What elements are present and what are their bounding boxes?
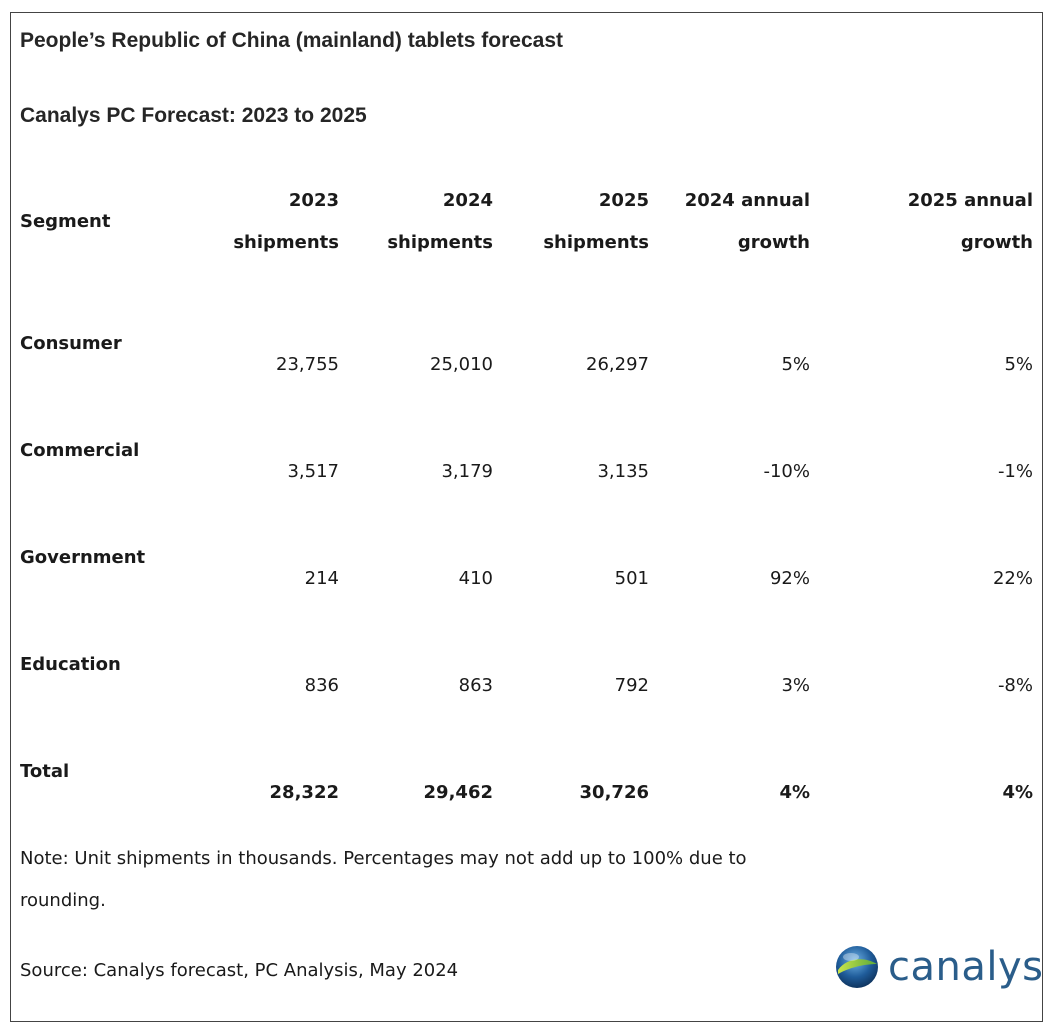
table-frame [10,12,1043,1022]
header-2025-growth: 2025 annual growth [908,180,1033,264]
cell-commercial-2024: 3,179 [441,461,493,482]
cell-consumer-growth-2025: 5% [1004,354,1033,375]
page-subtitle: Canalys PC Forecast: 2023 to 2025 [20,104,367,127]
header-2024-growth-line2: growth [737,232,810,253]
row-label-consumer: Consumer [20,333,122,354]
source-line: Source: Canalys forecast, PC Analysis, M… [20,960,459,981]
cell-consumer-2025: 26,297 [586,354,649,375]
header-2024-shipments: 2024 shipments [387,180,493,264]
header-2024-line1: 2024 [442,190,493,211]
canalys-globe-icon [836,946,878,988]
header-2023-shipments: 2023 shipments [233,180,339,264]
cell-education-2023: 836 [304,675,339,696]
cell-total-2025: 30,726 [579,782,649,803]
cell-government-2023: 214 [304,568,339,589]
cell-commercial-growth-2024: -10% [763,461,810,482]
cell-education-2025: 792 [614,675,649,696]
header-2025-growth-line2: growth [960,232,1033,253]
header-2023-line1: 2023 [288,190,339,211]
cell-commercial-2023: 3,517 [287,461,339,482]
header-2025-line1: 2025 [598,190,649,211]
cell-consumer-growth-2024: 5% [781,354,810,375]
cell-total-2024: 29,462 [423,782,493,803]
cell-total-2023: 28,322 [269,782,339,803]
cell-total-growth-2024: 4% [779,782,810,803]
cell-education-growth-2024: 3% [781,675,810,696]
header-2025-growth-line1: 2025 annual [907,190,1033,211]
cell-government-2025: 501 [614,568,649,589]
cell-education-2024: 863 [458,675,493,696]
row-label-total: Total [20,761,70,782]
row-label-commercial: Commercial [20,440,140,461]
row-label-government: Government [20,547,146,568]
header-2023-line2: shipments [233,232,339,253]
footnote: Note: Unit shipments in thousands. Perce… [20,848,747,911]
cell-government-2024: 410 [458,568,493,589]
cell-commercial-2025: 3,135 [597,461,649,482]
header-segment: Segment [20,211,111,232]
canalys-logo-text: canalys [888,944,1044,990]
header-2024-growth: 2024 annual growth [685,180,810,264]
cell-consumer-2023: 23,755 [276,354,339,375]
header-2024-line2: shipments [387,232,493,253]
header-2024-growth-line1: 2024 annual [684,190,810,211]
cell-commercial-growth-2025: -1% [997,461,1033,482]
cell-government-growth-2024: 92% [769,568,810,589]
cell-consumer-2024: 25,010 [430,354,493,375]
header-2025-line2: shipments [543,232,649,253]
canalys-logo: canalys [834,942,1044,992]
cell-total-growth-2025: 4% [1002,782,1033,803]
cell-government-growth-2025: 22% [992,568,1033,589]
page-title: People’s Republic of China (mainland) ta… [20,29,563,52]
header-2025-shipments: 2025 shipments [543,180,649,264]
cell-education-growth-2025: -8% [997,675,1033,696]
row-label-education: Education [20,654,121,675]
